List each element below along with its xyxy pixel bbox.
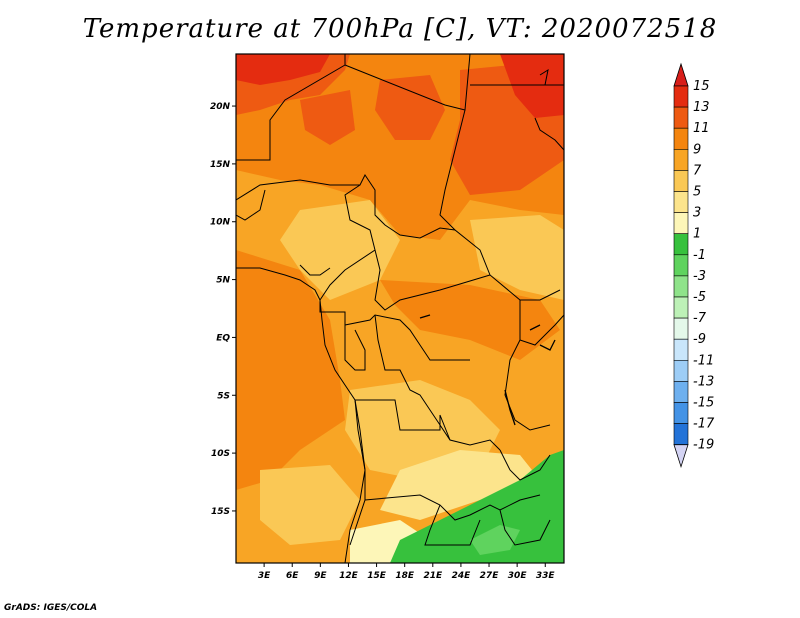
- lat-tick-label: 15N: [210, 160, 231, 170]
- colorbar-label: 7: [693, 163, 702, 178]
- colorbar-segment: [673, 402, 689, 424]
- colorbar-segment: [673, 275, 689, 298]
- colorbar-segment: [673, 254, 689, 277]
- colorbar-segment: [673, 423, 689, 446]
- lon-tick-label: 30E: [508, 571, 528, 581]
- lat-tick-label: 10S: [211, 449, 230, 459]
- colorbar-label: -13: [693, 374, 714, 389]
- longitude-axis: 3E 6E 9E 12E 15E 18E 21E 24E 27E 30E 33E: [258, 563, 556, 581]
- lat-tick-label: 15S: [211, 507, 230, 517]
- plot-frame: [235, 53, 565, 564]
- field-zone-11c-west: [236, 250, 345, 490]
- grads-credit: GrADS: IGES/COLA: [4, 603, 98, 613]
- colorbar-label: -11: [693, 353, 714, 368]
- chart-title: Temperature at 700hPa [C], VT: 202007251…: [82, 14, 718, 44]
- colorbar-segment: [673, 233, 689, 256]
- field-zone-7c-southwest: [260, 465, 360, 545]
- field-zone-7c-east: [470, 215, 564, 300]
- colorbar-label: -17: [693, 417, 715, 432]
- colorbar-segment: [673, 106, 689, 129]
- lon-tick-label: 6E: [286, 571, 299, 581]
- lon-tick-label: 15E: [367, 571, 387, 581]
- colorbar-segment: [673, 317, 689, 340]
- field-zone-1c: [390, 450, 564, 563]
- colorbar-segment: [673, 149, 689, 171]
- colorbar-label: -5: [693, 290, 706, 305]
- lon-tick-label: 18E: [395, 571, 415, 581]
- temperature-field: [236, 54, 564, 563]
- field-zone-13c-west: [300, 90, 355, 145]
- colorbar-segment: [673, 359, 689, 382]
- colorbar-segment: [673, 296, 689, 319]
- colorbar-segment: [673, 85, 689, 108]
- coastline: [236, 267, 366, 563]
- colorbar-segment: [673, 381, 689, 403]
- colorbar-segment: [673, 212, 689, 235]
- lat-tick-label: EQ: [216, 333, 230, 343]
- colorbar-label: 3: [693, 206, 701, 221]
- colorbar-label: 1: [693, 227, 701, 242]
- colorbar-label: -3: [693, 269, 706, 284]
- colorbar-label: -1: [693, 248, 706, 263]
- lon-tick-label: 21E: [423, 571, 443, 581]
- colorbar-label: -7: [693, 311, 707, 326]
- lon-tick-label: 33E: [536, 571, 556, 581]
- lon-tick-label: 9E: [314, 571, 327, 581]
- field-zone-minus1c: [470, 525, 520, 555]
- colorbar-top-arrow: [673, 62, 689, 87]
- field-zone-5c: [380, 450, 540, 520]
- field-zone-15c-northwest: [236, 54, 330, 85]
- lakes: [419, 314, 556, 426]
- field-zone-11c-central: [380, 280, 560, 360]
- lat-tick-label: 10N: [210, 218, 231, 228]
- colorbar-label: -15: [693, 396, 714, 411]
- colorbar-segment: [673, 170, 689, 192]
- lon-tick-label: 12E: [339, 571, 359, 581]
- colorbar-label: 15: [693, 79, 710, 94]
- lat-tick-label: 5S: [217, 391, 230, 401]
- colorbar-label: -19: [693, 438, 714, 453]
- lat-tick-label: 20N: [210, 102, 231, 112]
- colorbar-label: 13: [693, 100, 710, 115]
- colorbar-segment: [673, 127, 689, 150]
- colorbar-label: 5: [693, 185, 701, 200]
- field-zone-13c-central: [375, 75, 445, 140]
- colorbar-bottom-arrow: [673, 444, 689, 469]
- lon-tick-label: 27E: [480, 571, 500, 581]
- latitude-axis: 20N 15N 10N 5N EQ 5S 10S 15S: [210, 102, 236, 517]
- country-borders: [236, 54, 564, 546]
- colorbar-segment: [673, 338, 689, 361]
- colorbar-label: 9: [693, 142, 701, 157]
- colorbar-segment: [673, 191, 689, 213]
- colorbar-label: 11: [693, 121, 710, 136]
- colorbar: 15 13 11 9 7 5 3 1 -1 -3 -5 -7 -9 -11 -13 -15 -17 -19: [673, 62, 715, 469]
- lon-tick-label: 24E: [452, 571, 472, 581]
- lat-tick-label: 5N: [216, 276, 230, 286]
- lon-tick-label: 3E: [258, 571, 271, 581]
- colorbar-label: -9: [693, 332, 706, 347]
